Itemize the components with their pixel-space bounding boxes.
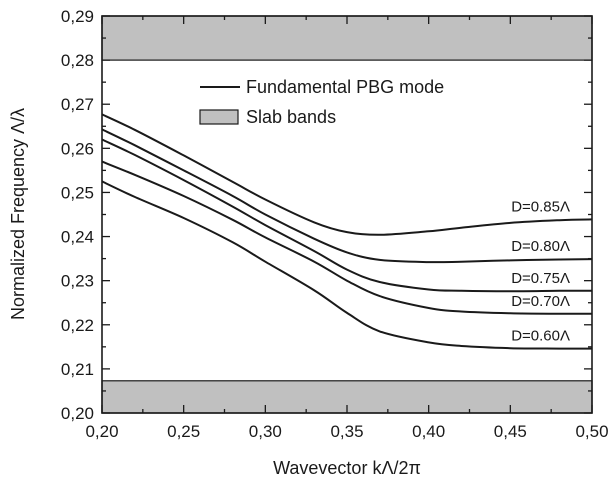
y-tick-label: 0,26 xyxy=(61,139,94,158)
y-tick-label: 0,28 xyxy=(61,51,94,70)
y-tick-label: 0,22 xyxy=(61,316,94,335)
y-tick-label: 0,20 xyxy=(61,404,94,423)
x-tick-label: 0,30 xyxy=(249,422,282,441)
y-tick-label: 0,24 xyxy=(61,228,94,247)
y-axis-title: Normalized Frequency Λ/λ xyxy=(8,108,28,320)
y-tick-label: 0,29 xyxy=(61,7,94,26)
y-tick-label: 0,25 xyxy=(61,183,94,202)
x-tick-label: 0,35 xyxy=(330,422,363,441)
legend: Fundamental PBG mode Slab bands xyxy=(199,77,444,127)
series-label-3: D=0.70Λ xyxy=(511,293,570,310)
x-tick-label: 0,40 xyxy=(412,422,445,441)
ticks-layer xyxy=(101,15,593,414)
series-label-4: D=0.60Λ xyxy=(511,328,570,345)
y-tick-label: 0,21 xyxy=(61,360,94,379)
curve-labels-layer: D=0.85Λ D=0.80Λ D=0.75Λ D=0.70Λ D=0.60Λ xyxy=(511,198,570,344)
legend-label-slab-bands: Slab bands xyxy=(246,107,336,127)
legend-label-fundamental: Fundamental PBG mode xyxy=(246,77,444,97)
series-line-2 xyxy=(101,138,593,293)
curves-layer xyxy=(101,113,593,350)
series-label-0: D=0.85Λ xyxy=(511,198,570,215)
x-axis-title: Wavevector kΛ/2π xyxy=(273,458,421,478)
series-label-1: D=0.80Λ xyxy=(511,238,570,255)
y-tick-label: 0,27 xyxy=(61,95,94,114)
series-label-2: D=0.75Λ xyxy=(511,270,570,287)
x-tick-label: 0,45 xyxy=(494,422,527,441)
x-tick-label: 0,25 xyxy=(167,422,200,441)
series-line-0 xyxy=(101,113,593,236)
series-line-1 xyxy=(101,128,593,264)
x-tick-label: 0,20 xyxy=(85,422,118,441)
series-line-3 xyxy=(101,160,592,315)
series-line-4 xyxy=(101,180,593,350)
tick-labels-layer: 0,20 0,25 0,30 0,35 0,40 0,45 0,50 0,20 0,21 0,22… xyxy=(61,7,609,441)
x-tick-label: 0,50 xyxy=(575,422,608,441)
y-tick-label: 0,23 xyxy=(61,272,94,291)
legend-patch-swatch xyxy=(199,109,239,125)
